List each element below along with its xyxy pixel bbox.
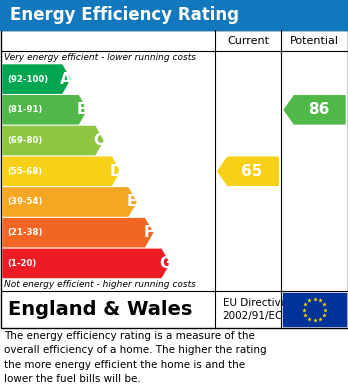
Bar xyxy=(283,293,346,326)
Bar xyxy=(0,30,348,328)
Text: G: G xyxy=(159,256,171,271)
Text: D: D xyxy=(109,164,122,179)
Text: 65: 65 xyxy=(241,164,263,179)
Polygon shape xyxy=(284,96,345,124)
Text: EU Directive
2002/91/EC: EU Directive 2002/91/EC xyxy=(223,298,287,321)
Text: C: C xyxy=(93,133,104,148)
Polygon shape xyxy=(3,219,153,247)
Text: (69-80): (69-80) xyxy=(7,136,42,145)
Text: (1-20): (1-20) xyxy=(7,259,36,268)
Text: E: E xyxy=(127,194,137,210)
Text: 86: 86 xyxy=(308,102,329,117)
Text: A: A xyxy=(60,72,72,87)
Text: Energy Efficiency Rating: Energy Efficiency Rating xyxy=(10,6,239,24)
Text: (81-91): (81-91) xyxy=(7,105,42,114)
Text: (92-100): (92-100) xyxy=(7,75,48,84)
Text: B: B xyxy=(77,102,88,117)
Polygon shape xyxy=(3,126,103,155)
Text: Not energy efficient - higher running costs: Not energy efficient - higher running co… xyxy=(4,280,196,289)
Polygon shape xyxy=(218,157,278,185)
Text: (55-68): (55-68) xyxy=(7,167,42,176)
Bar xyxy=(0,0,348,30)
Text: F: F xyxy=(143,225,154,240)
Polygon shape xyxy=(3,249,169,278)
Polygon shape xyxy=(3,188,136,216)
Text: (39-54): (39-54) xyxy=(7,197,42,206)
Text: Current: Current xyxy=(227,36,269,46)
Text: Very energy efficient - lower running costs: Very energy efficient - lower running co… xyxy=(4,53,196,62)
Text: Potential: Potential xyxy=(290,36,339,46)
Text: (21-38): (21-38) xyxy=(7,228,42,237)
Text: The energy efficiency rating is a measure of the
overall efficiency of a home. T: The energy efficiency rating is a measur… xyxy=(4,331,267,384)
Polygon shape xyxy=(3,157,119,185)
Text: England & Wales: England & Wales xyxy=(8,300,192,319)
Polygon shape xyxy=(3,96,86,124)
Polygon shape xyxy=(3,65,70,93)
